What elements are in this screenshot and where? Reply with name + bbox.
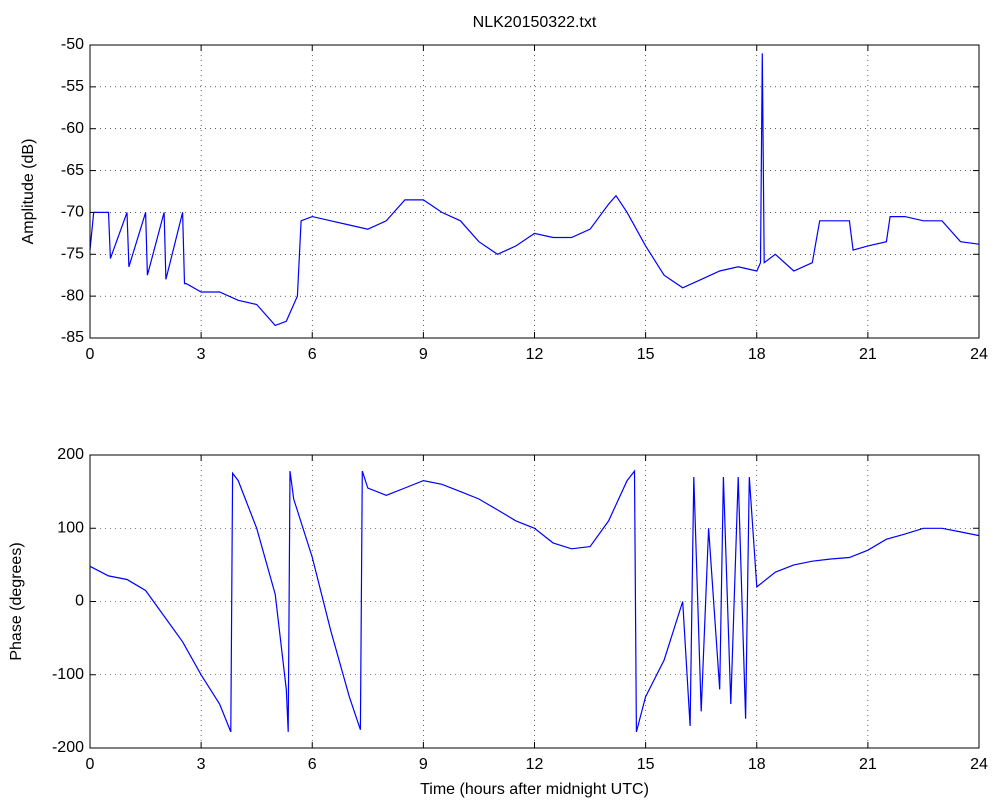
y-tick-label: -50 (61, 36, 84, 53)
data-line (89, 469, 980, 733)
x-tick-label: 12 (526, 756, 544, 773)
y-tick-label: -55 (61, 78, 84, 95)
x-tick-label: 12 (526, 346, 544, 363)
x-tick-label: 21 (859, 756, 877, 773)
x-tick-label: 3 (197, 346, 206, 363)
data-line (89, 53, 980, 327)
x-tick-label: 18 (748, 756, 766, 773)
axes-box (89, 44, 980, 339)
x-tick-label: 9 (419, 756, 428, 773)
x-tick-label: 0 (86, 346, 95, 363)
y-tick-label: -75 (61, 246, 84, 263)
x-tick-label: 24 (970, 346, 988, 363)
y-tick-label: 100 (57, 519, 84, 536)
y-tick-label: 200 (57, 446, 84, 463)
y-tick-label: -70 (61, 204, 84, 221)
y-tick-label: 0 (75, 593, 84, 610)
y-tick-label: -200 (52, 739, 84, 756)
x-tick-label: 24 (970, 756, 988, 773)
x-tick-label: 0 (86, 756, 95, 773)
x-tick-label: 3 (197, 756, 206, 773)
y-axis-label: Phase (degrees) (8, 542, 25, 660)
x-tick-label: 21 (859, 346, 877, 363)
chart-title: NLK20150322.txt (473, 14, 597, 31)
x-tick-label: 6 (308, 756, 317, 773)
y-tick-label: -65 (61, 162, 84, 179)
y-tick-label: -60 (61, 120, 84, 137)
x-tick-label: 6 (308, 346, 317, 363)
y-axis-label: Amplitude (dB) (20, 139, 37, 245)
axes-box (89, 454, 980, 749)
y-tick-label: -80 (61, 287, 84, 304)
y-tick-label: -85 (61, 329, 84, 346)
y-tick-label: -100 (52, 666, 84, 683)
x-tick-label: 15 (637, 346, 655, 363)
x-tick-label: 18 (748, 346, 766, 363)
x-tick-label: 15 (637, 756, 655, 773)
x-axis-label: Time (hours after midnight UTC) (420, 781, 649, 798)
x-tick-label: 9 (419, 346, 428, 363)
